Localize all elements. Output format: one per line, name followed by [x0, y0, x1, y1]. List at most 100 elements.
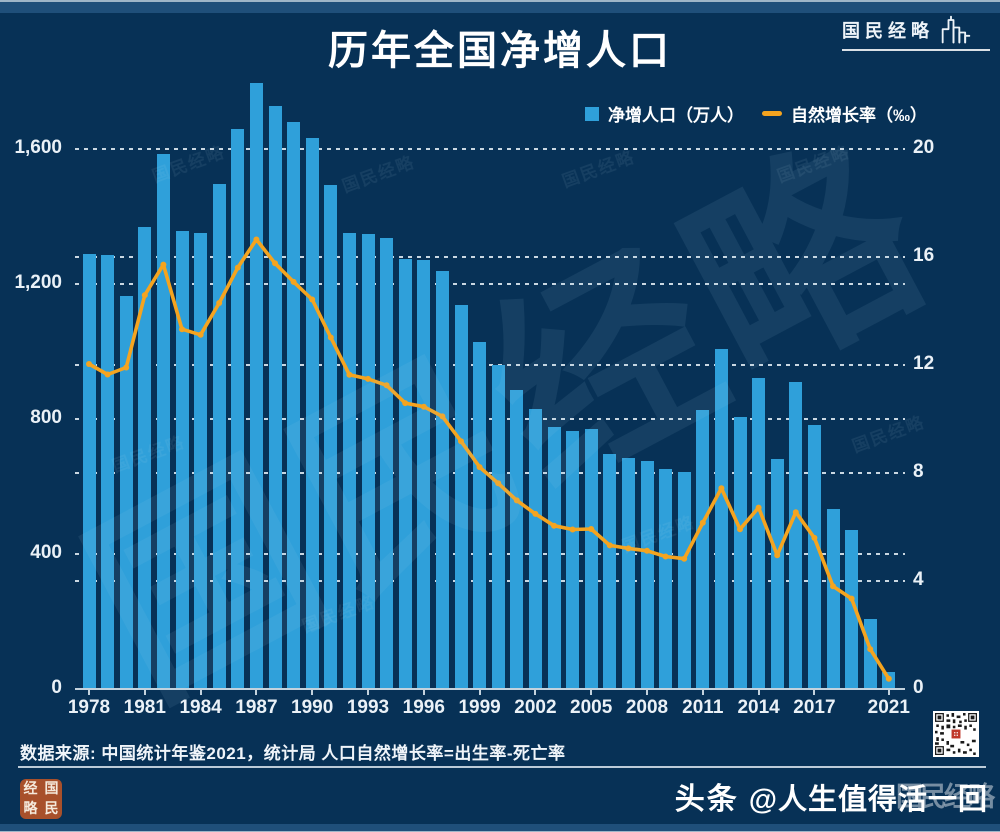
bar-2011 [696, 409, 710, 688]
bar-1990 [305, 138, 319, 688]
x-axis-tick [367, 690, 369, 695]
y-axis-label-left: 0 [51, 677, 62, 698]
bar-1985 [212, 183, 226, 688]
bar-1981 [138, 226, 152, 688]
x-axis-tick [478, 690, 481, 695]
x-axis-tick [701, 690, 704, 695]
account-handle: @人生值得活一回 [748, 784, 988, 816]
seal-char: 民 [44, 801, 59, 817]
x-axis-tick [255, 690, 258, 695]
x-axis-label: 1990 [291, 697, 334, 718]
watermark-small: 国民经略 [774, 142, 853, 187]
byline-watermark-overlay: 国民经略 [896, 782, 995, 812]
bar-2000 [491, 365, 505, 688]
bar-2009 [659, 469, 673, 688]
x-axis-label: 1981 [123, 697, 166, 718]
bar-2017 [807, 425, 821, 688]
y-axis-label-right: 8 [913, 461, 924, 482]
bar-2015 [770, 458, 784, 688]
x-axis-label: 1993 [346, 697, 390, 718]
bar-2006 [603, 454, 617, 688]
bar-2002 [528, 409, 542, 688]
brand-seal: 经 国 略 民 [20, 779, 62, 819]
qr-code-pattern [935, 713, 977, 755]
x-axis-tick [311, 690, 314, 695]
y-axis-label-right: 4 [913, 569, 924, 590]
bar-1997 [435, 270, 449, 688]
qr-code [933, 711, 979, 757]
x-axis-label: 1978 [67, 697, 111, 718]
bar-2007 [621, 458, 635, 688]
footer-divider [18, 766, 986, 768]
byline: 头条 @人生值得活一回 国民经略 [674, 774, 995, 818]
x-axis-label: 1984 [179, 697, 222, 718]
legend-label-line: 自然增长率（‰） [791, 106, 927, 125]
bottom-border-band [0, 824, 1000, 832]
bar-2005 [584, 428, 598, 688]
y-axis-label-right: 0 [913, 677, 924, 698]
x-axis-label: 2017 [793, 697, 836, 718]
bar-1995 [398, 259, 412, 688]
x-axis-label: 1996 [402, 697, 445, 718]
watermark-small: 国民经略 [559, 147, 638, 192]
bar-1986 [231, 129, 245, 688]
bar-1979 [101, 255, 115, 688]
platform-name: 头条 [674, 783, 739, 816]
x-axis-tick [887, 690, 890, 695]
x-axis-tick [646, 690, 648, 695]
bar-1982 [156, 154, 170, 688]
bar-1992 [342, 233, 356, 688]
x-axis-tick [88, 690, 90, 695]
legend-swatch-bars [585, 106, 599, 121]
x-axis-tick [143, 690, 146, 695]
top-border-band [0, 0, 1000, 13]
x-axis-label: 2002 [514, 697, 557, 718]
x-axis-tick [590, 690, 593, 695]
legend-swatch-line [762, 111, 782, 116]
grid-line [75, 148, 905, 150]
bar-2020 [863, 619, 877, 688]
bar-2013 [733, 416, 747, 688]
x-axis-tick [534, 690, 537, 695]
bar-1989 [287, 121, 301, 688]
x-axis-label: 2008 [625, 697, 669, 718]
bar-2021 [882, 671, 896, 688]
bar-1991 [324, 185, 338, 688]
bar-1996 [417, 260, 431, 688]
bar-1980 [119, 295, 133, 688]
x-axis-label: 1999 [458, 697, 501, 718]
bar-2016 [789, 382, 803, 688]
chart-legend: 净增人口（万人） 自然增长率（‰） [585, 101, 927, 126]
bar-1994 [380, 238, 394, 688]
x-axis-label: 1987 [235, 697, 278, 718]
legend-label-bars: 净增人口（万人） [608, 106, 744, 125]
bar-2001 [510, 389, 524, 688]
bar-1984 [194, 232, 208, 688]
y-axis-label-left: 400 [30, 542, 62, 563]
bar-1999 [473, 342, 487, 688]
city-skyline-icon [941, 15, 971, 44]
seal-char: 国 [44, 781, 59, 797]
seal-char: 略 [23, 801, 38, 817]
x-axis-tick [422, 690, 425, 695]
data-source-note: 数据来源: 中国统计年鉴2021，统计局 人口自然增长率=出生率-死亡率 [20, 744, 566, 763]
bar-2003 [547, 426, 561, 688]
x-axis-label: 2005 [570, 697, 613, 718]
seal-char: 经 [23, 781, 38, 797]
watermark-small: 国民经略 [849, 412, 928, 457]
x-axis-label: 2011 [682, 697, 724, 718]
bar-1998 [454, 304, 468, 688]
bar-2019 [845, 530, 859, 688]
y-axis-label-right: 16 [913, 245, 935, 266]
bar-1988 [268, 105, 282, 688]
brand-logo-text: 国民经略 [842, 21, 934, 42]
x-axis-tick [199, 690, 202, 695]
brand-logo: 国民经略 [842, 15, 990, 51]
x-axis-line [75, 688, 905, 690]
y-axis-label-right: 20 [913, 137, 935, 158]
x-axis-label: 2021 [867, 697, 910, 718]
y-axis-label-left: 1,600 [14, 137, 62, 158]
x-axis-label: 2014 [737, 697, 780, 718]
bar-1993 [361, 233, 375, 688]
x-axis-tick [813, 690, 816, 695]
